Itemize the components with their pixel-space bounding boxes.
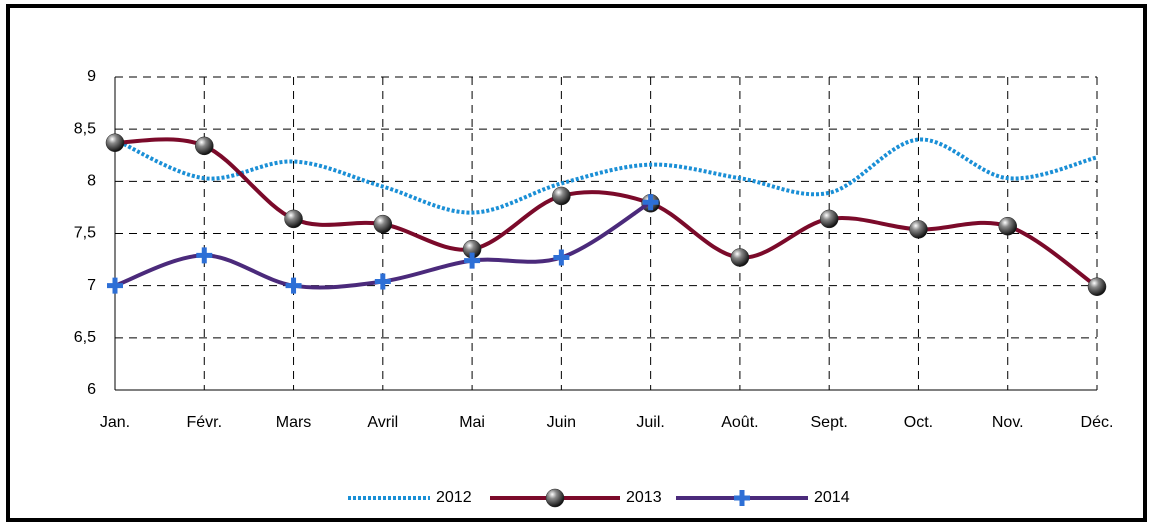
x-tick-label: Juil. [636,414,664,431]
point-marker [909,220,928,239]
x-tick-label: Mai [459,414,485,431]
y-tick-label: 8,5 [74,120,96,137]
point-marker [373,214,393,234]
point-marker [734,490,750,506]
x-tick-label: Août. [721,414,758,431]
point-marker [196,247,213,264]
legend-label: 2014 [814,489,850,506]
y-tick-label: 7,5 [74,225,96,242]
x-tick-label: Jan. [100,414,130,431]
x-tick-label: Mars [276,414,312,431]
point-marker [552,186,571,206]
point-marker [284,209,303,229]
chart-frame [6,4,1147,522]
x-tick-label: Avril [367,414,398,431]
x-tick-label: Juin [547,414,576,431]
point-marker [642,194,659,211]
series-line [114,137,1099,289]
point-marker [105,133,125,152]
point-marker [553,249,570,266]
y-tick-label: 6,5 [74,329,96,346]
legend-label: 2012 [436,489,472,506]
point-marker [545,488,565,508]
point-marker [464,252,481,269]
point-marker [107,277,123,294]
point-marker [374,273,391,290]
x-tick-label: Nov. [992,414,1024,431]
x-tick-label: Févr. [186,414,222,431]
point-marker [1087,277,1107,296]
point-marker [730,248,750,267]
x-tick-label: Sept. [811,414,848,431]
point-marker [195,136,214,156]
x-tick-label: Déc. [1081,414,1114,431]
y-tick-label: 6 [87,381,96,398]
series-line [114,137,1098,215]
point-marker [285,277,302,294]
point-marker [819,209,839,229]
y-tick-label: 8 [87,173,96,190]
point-marker [998,216,1017,236]
y-tick-label: 7 [87,277,96,294]
legend-label: 2013 [626,489,662,506]
x-tick-label: Oct. [904,414,933,431]
y-tick-label: 9 [87,68,96,85]
